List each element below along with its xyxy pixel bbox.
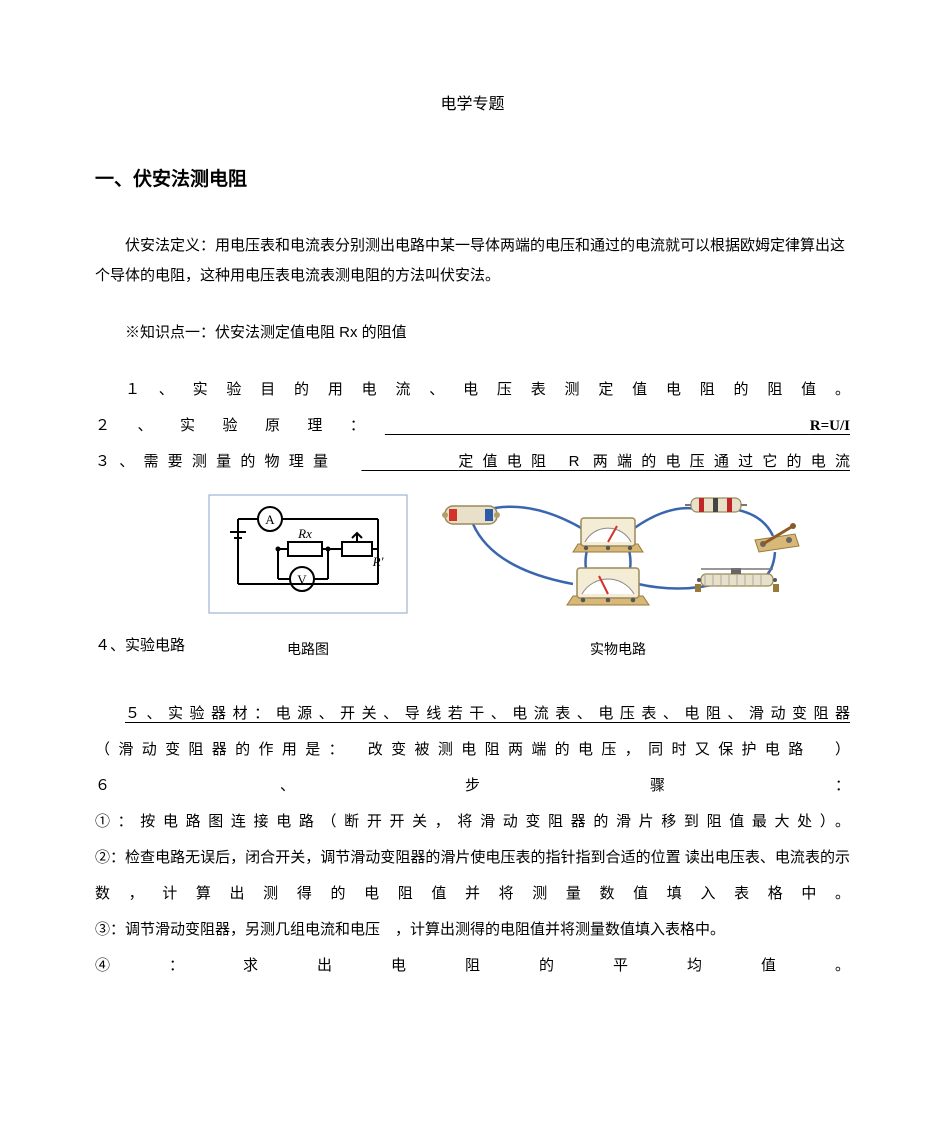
ammeter-icon	[573, 518, 643, 552]
knowledge-point-heading: ※知识点一：伏安法测定值电阻 Rx 的阻值	[95, 321, 850, 342]
svg-text:A: A	[265, 512, 275, 527]
circuit-diagram: A Rx R'	[203, 494, 413, 668]
step3: ③：调节滑动变阻器，另测几组电流和电压 ，计算出测得的电阻值并将测量数值填入表格…	[95, 912, 850, 948]
q6-label: ６、步骤：	[95, 768, 850, 804]
caption-left: 电路图	[203, 634, 413, 668]
switch-icon	[755, 523, 799, 552]
q5-sub-line: （滑动变阻器的作用是： 改变被测电阻两端的电压，同时又保护电路 ）	[95, 732, 850, 768]
diagram-row: ４、实验电路 A Rx	[95, 484, 850, 668]
step1: ①：按电路图连接电路（断开开关，将滑动变阻器的滑片移到阻值最大处）。	[95, 804, 850, 840]
q2-label: ２、实验原理：	[95, 417, 385, 434]
definition-paragraph: 伏安法定义：用电压表和电流表分别测出电路中某一导体两端的电压和通过的电流就可以根…	[95, 231, 850, 291]
q3-blank: 定值电阻 R 两端的电压通过它的电流	[361, 453, 850, 470]
step2: ②：检查电路无误后，闭合开关，调节滑动变阻器的滑片使电压表的指针指到合适的位置 …	[95, 840, 850, 912]
voltmeter-icon	[567, 568, 649, 605]
content-block: １、实验目的用电流、电压表测定值电阻的阻值。 ２、实验原理： R=U/I ３、需…	[95, 372, 850, 668]
svg-text:Rx: Rx	[297, 526, 312, 541]
doc-title: 电学专题	[95, 90, 850, 114]
rheostat-icon	[695, 568, 779, 592]
caption-right: 实物电路	[433, 634, 803, 668]
q3-label: ３、需要测量的物理量	[95, 453, 337, 470]
physical-circuit-svg	[433, 484, 803, 614]
q4-label: ４、实验电路	[95, 628, 185, 668]
resistor-icon	[685, 498, 747, 512]
physical-circuit: 实物电路	[433, 484, 803, 668]
step4: ④：求出电阻的平均值。	[95, 948, 850, 984]
q2-line: ２、实验原理： R=U/I	[95, 408, 850, 444]
q1-line: １、实验目的用电流、电压表测定值电阻的阻值。	[95, 372, 850, 408]
q2-answer: R=U/I	[810, 418, 850, 434]
section-heading: 一、伏安法测电阻	[95, 164, 850, 191]
circuit-schematic-svg: A Rx R'	[208, 494, 408, 614]
steps-block: ５、实验器材：电源、开关、导线若干、电流表、电压表、电阻、滑动变阻器 （滑动变阻…	[95, 696, 850, 984]
q5-line: ５、实验器材：电源、开关、导线若干、电流表、电压表、电阻、滑动变阻器	[95, 696, 850, 732]
q2-blank: R=U/I	[385, 417, 850, 434]
q3-answer: 定值电阻 R 两端的电压通过它的电流	[458, 453, 850, 470]
q3-line: ３、需要测量的物理量 定值电阻 R 两端的电压通过它的电流	[95, 444, 850, 480]
